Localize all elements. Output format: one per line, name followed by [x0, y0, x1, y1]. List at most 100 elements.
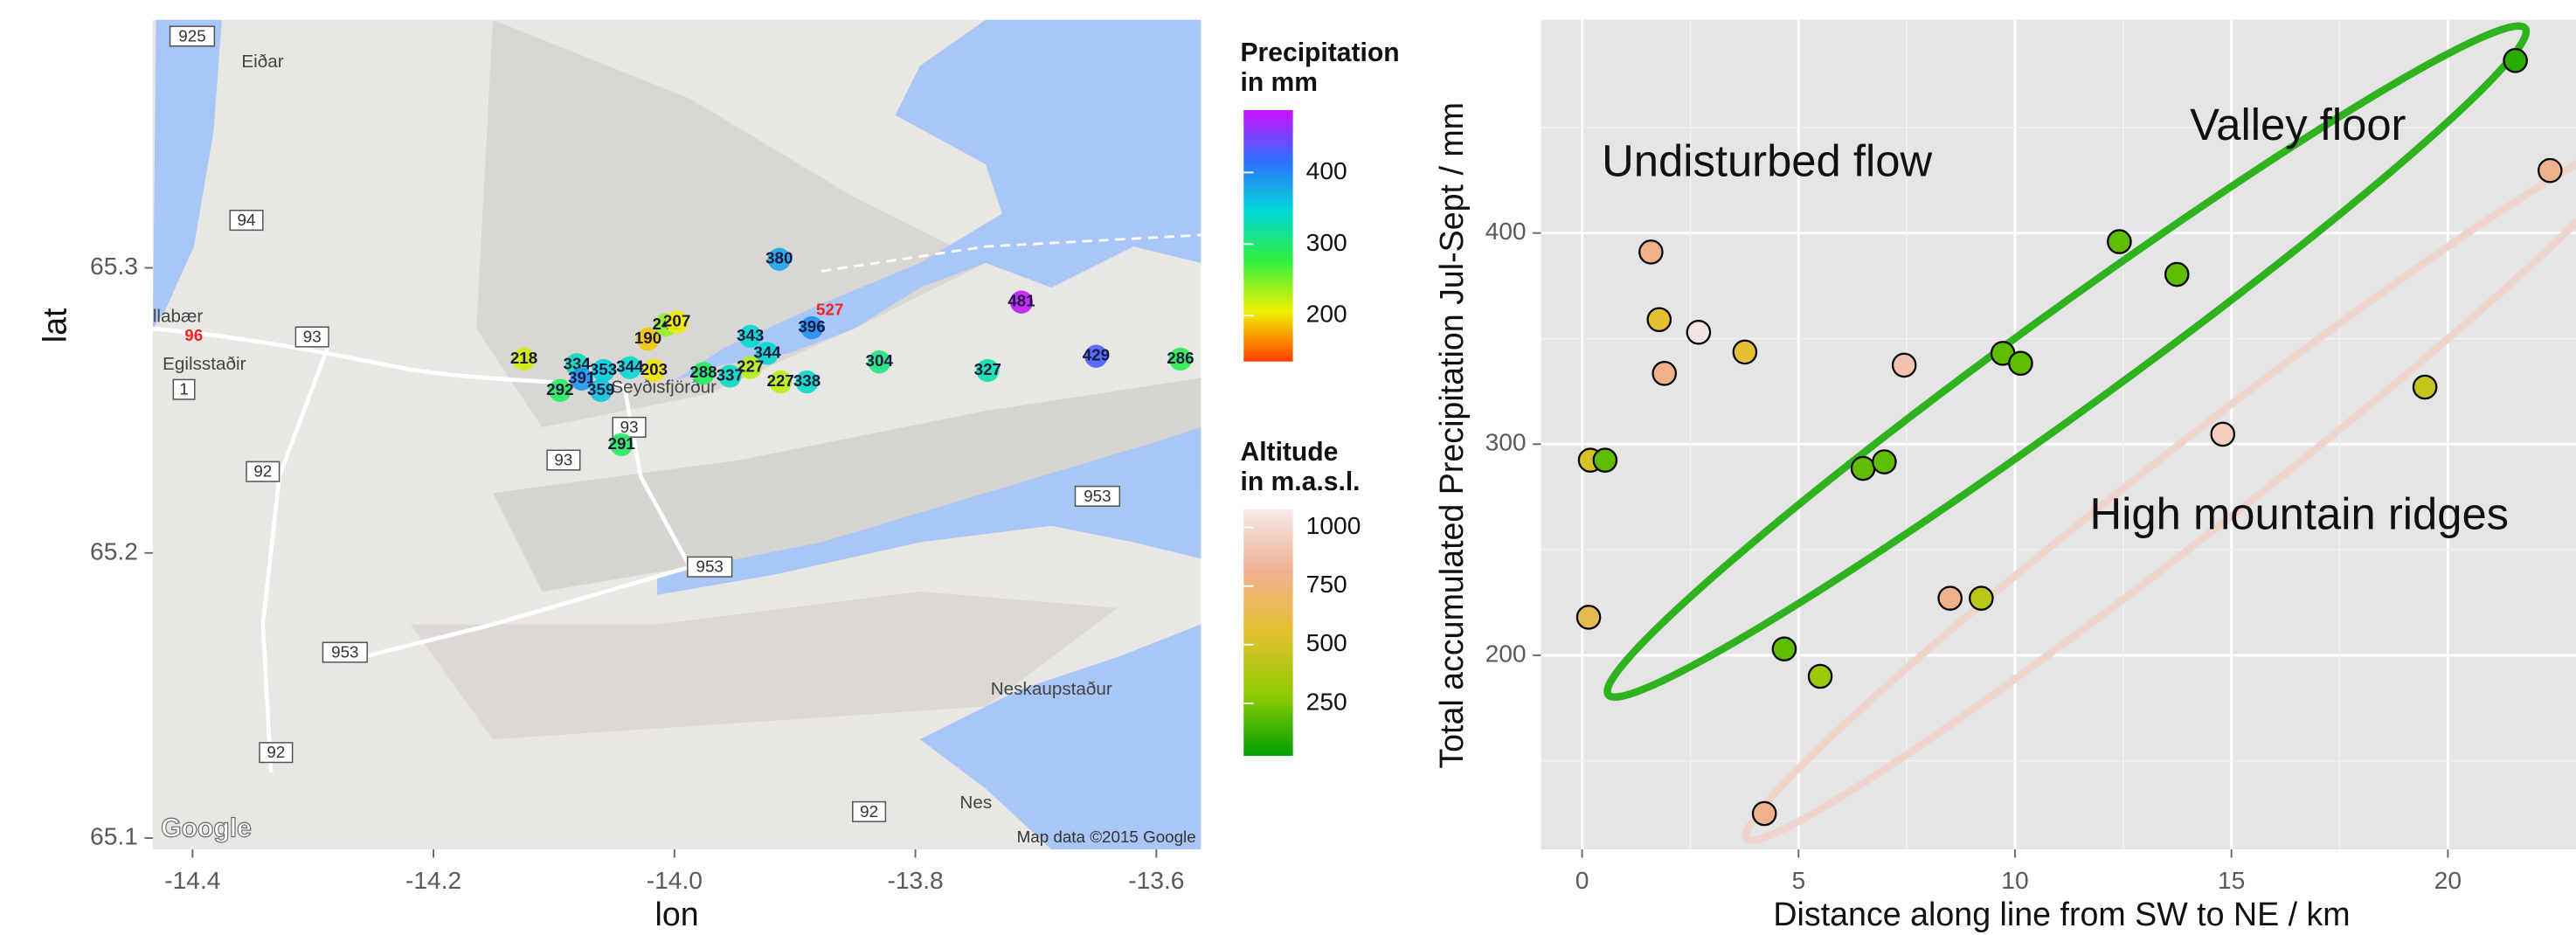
station-label: 527 — [816, 300, 843, 318]
station-label: 429 — [1083, 346, 1110, 364]
x-axis-title: Distance along line from SW to NE / km — [1773, 896, 2350, 932]
point — [1939, 586, 1962, 609]
station-label: 96 — [184, 326, 203, 344]
logo: Google — [161, 814, 252, 843]
x-tick-label: 15 — [2218, 866, 2245, 894]
legend-title: in m.a.s.l. — [1240, 468, 1360, 496]
colorbar-tick-label: 200 — [1306, 300, 1347, 328]
point — [1873, 450, 1895, 473]
station-label: 286 — [1167, 349, 1194, 367]
place-name: Nes — [959, 793, 992, 813]
colorbar — [1243, 110, 1292, 362]
colorbar-tick-label: 750 — [1306, 570, 1347, 598]
station-label: 291 — [607, 434, 634, 453]
road-number: 93 — [620, 418, 639, 436]
x-tick-label: -14.4 — [164, 866, 220, 894]
station-label: 304 — [866, 351, 894, 370]
place-name: Neskaupstaður — [991, 679, 1112, 699]
x-tick-label: 20 — [2434, 866, 2462, 894]
station-label: 380 — [765, 249, 793, 267]
point — [1577, 606, 1600, 628]
point — [1852, 457, 1874, 480]
y-tick-label: 65.2 — [90, 537, 138, 564]
figure: Eiðar llabær Egilsstaðir Seyðisfjörður N… — [0, 0, 2576, 935]
x-axis-title: lon — [655, 896, 699, 932]
colorbar-tick-label: 250 — [1306, 687, 1347, 715]
road-number: 925 — [178, 26, 205, 45]
station-label: 396 — [798, 317, 825, 336]
y-tick-label: 200 — [1485, 639, 1527, 667]
colorbar-tick-label: 300 — [1306, 228, 1347, 256]
point — [1639, 240, 1662, 263]
point — [2009, 352, 2032, 375]
x-tick-label: -14.0 — [647, 866, 703, 894]
road-number: 1 — [179, 380, 188, 398]
station-label: 203 — [641, 360, 668, 378]
colorbar-tick-label: 500 — [1306, 628, 1347, 656]
road-number: 92 — [253, 462, 272, 481]
point — [1893, 354, 1915, 377]
place-name: llabær — [153, 306, 204, 326]
station-label: 207 — [663, 311, 690, 329]
point — [2538, 159, 2561, 182]
x-tick-label: -13.8 — [887, 866, 943, 894]
point — [1594, 448, 1617, 471]
y-axis-title: Total accumulated Precipitation Jul-Sept… — [1433, 102, 1470, 769]
legend-title: Altitude — [1240, 438, 1338, 467]
road-number: 953 — [1084, 487, 1111, 505]
annotation: High mountain ridges — [2089, 489, 2509, 539]
place-name: Eiðar — [241, 52, 283, 72]
y-tick-label: 300 — [1485, 428, 1527, 456]
station-label: 227 — [766, 371, 793, 390]
y-tick-label: 65.3 — [90, 252, 138, 280]
map-background — [153, 20, 1201, 849]
attribution: Map data ©2015 Google — [1017, 828, 1196, 846]
point — [2503, 49, 2526, 72]
place-name: Egilsstaðir — [163, 354, 246, 374]
road-number: 94 — [238, 211, 256, 229]
point — [2212, 423, 2234, 446]
x-tick-label: 0 — [1575, 866, 1589, 894]
road-number: 953 — [331, 642, 358, 661]
x-tick-label: 10 — [2001, 866, 2028, 894]
station-label: 288 — [689, 363, 717, 381]
point — [2165, 263, 2188, 286]
station-label: 292 — [546, 380, 573, 398]
colorbar — [1243, 509, 1292, 756]
point — [1653, 362, 1676, 384]
x-tick-label: -13.6 — [1128, 866, 1184, 894]
legend-title: in mm — [1240, 68, 1318, 97]
station-label: 327 — [974, 360, 1001, 378]
x-tick-label: 5 — [1791, 866, 1805, 894]
colorbar-tick-label: 400 — [1306, 156, 1347, 184]
page: Eiðar llabær Egilsstaðir Seyðisfjörður N… — [0, 0, 2576, 935]
point — [1753, 802, 1776, 825]
colorbar-tick-label: 1000 — [1306, 511, 1361, 539]
point — [2413, 376, 2436, 398]
point — [1809, 665, 1832, 688]
station-label: 343 — [737, 326, 764, 344]
point — [1734, 341, 1756, 364]
y-axis-title: lat — [37, 308, 73, 343]
point — [1687, 321, 1710, 343]
annotation: Valley floor — [2190, 100, 2406, 149]
point — [2108, 230, 2130, 253]
y-tick-label: 65.1 — [90, 822, 138, 850]
road-number: 93 — [554, 450, 572, 468]
station-label: 218 — [510, 349, 537, 367]
x-tick-label: -14.2 — [405, 866, 461, 894]
station-label: 338 — [793, 371, 821, 390]
station-label: 481 — [1008, 292, 1035, 310]
point — [1773, 637, 1796, 660]
road-number: 93 — [303, 327, 322, 345]
station-label: 359 — [587, 380, 614, 398]
station-label: 337 — [717, 365, 744, 384]
y-tick-label: 400 — [1485, 217, 1527, 245]
legend-title: Precipitation — [1240, 38, 1399, 67]
point — [1970, 586, 1992, 609]
road-number: 92 — [267, 743, 285, 761]
road-number: 953 — [696, 558, 724, 576]
point — [1648, 308, 1671, 331]
annotation: Undisturbed flow — [1602, 136, 1932, 186]
road-number: 92 — [860, 802, 878, 821]
